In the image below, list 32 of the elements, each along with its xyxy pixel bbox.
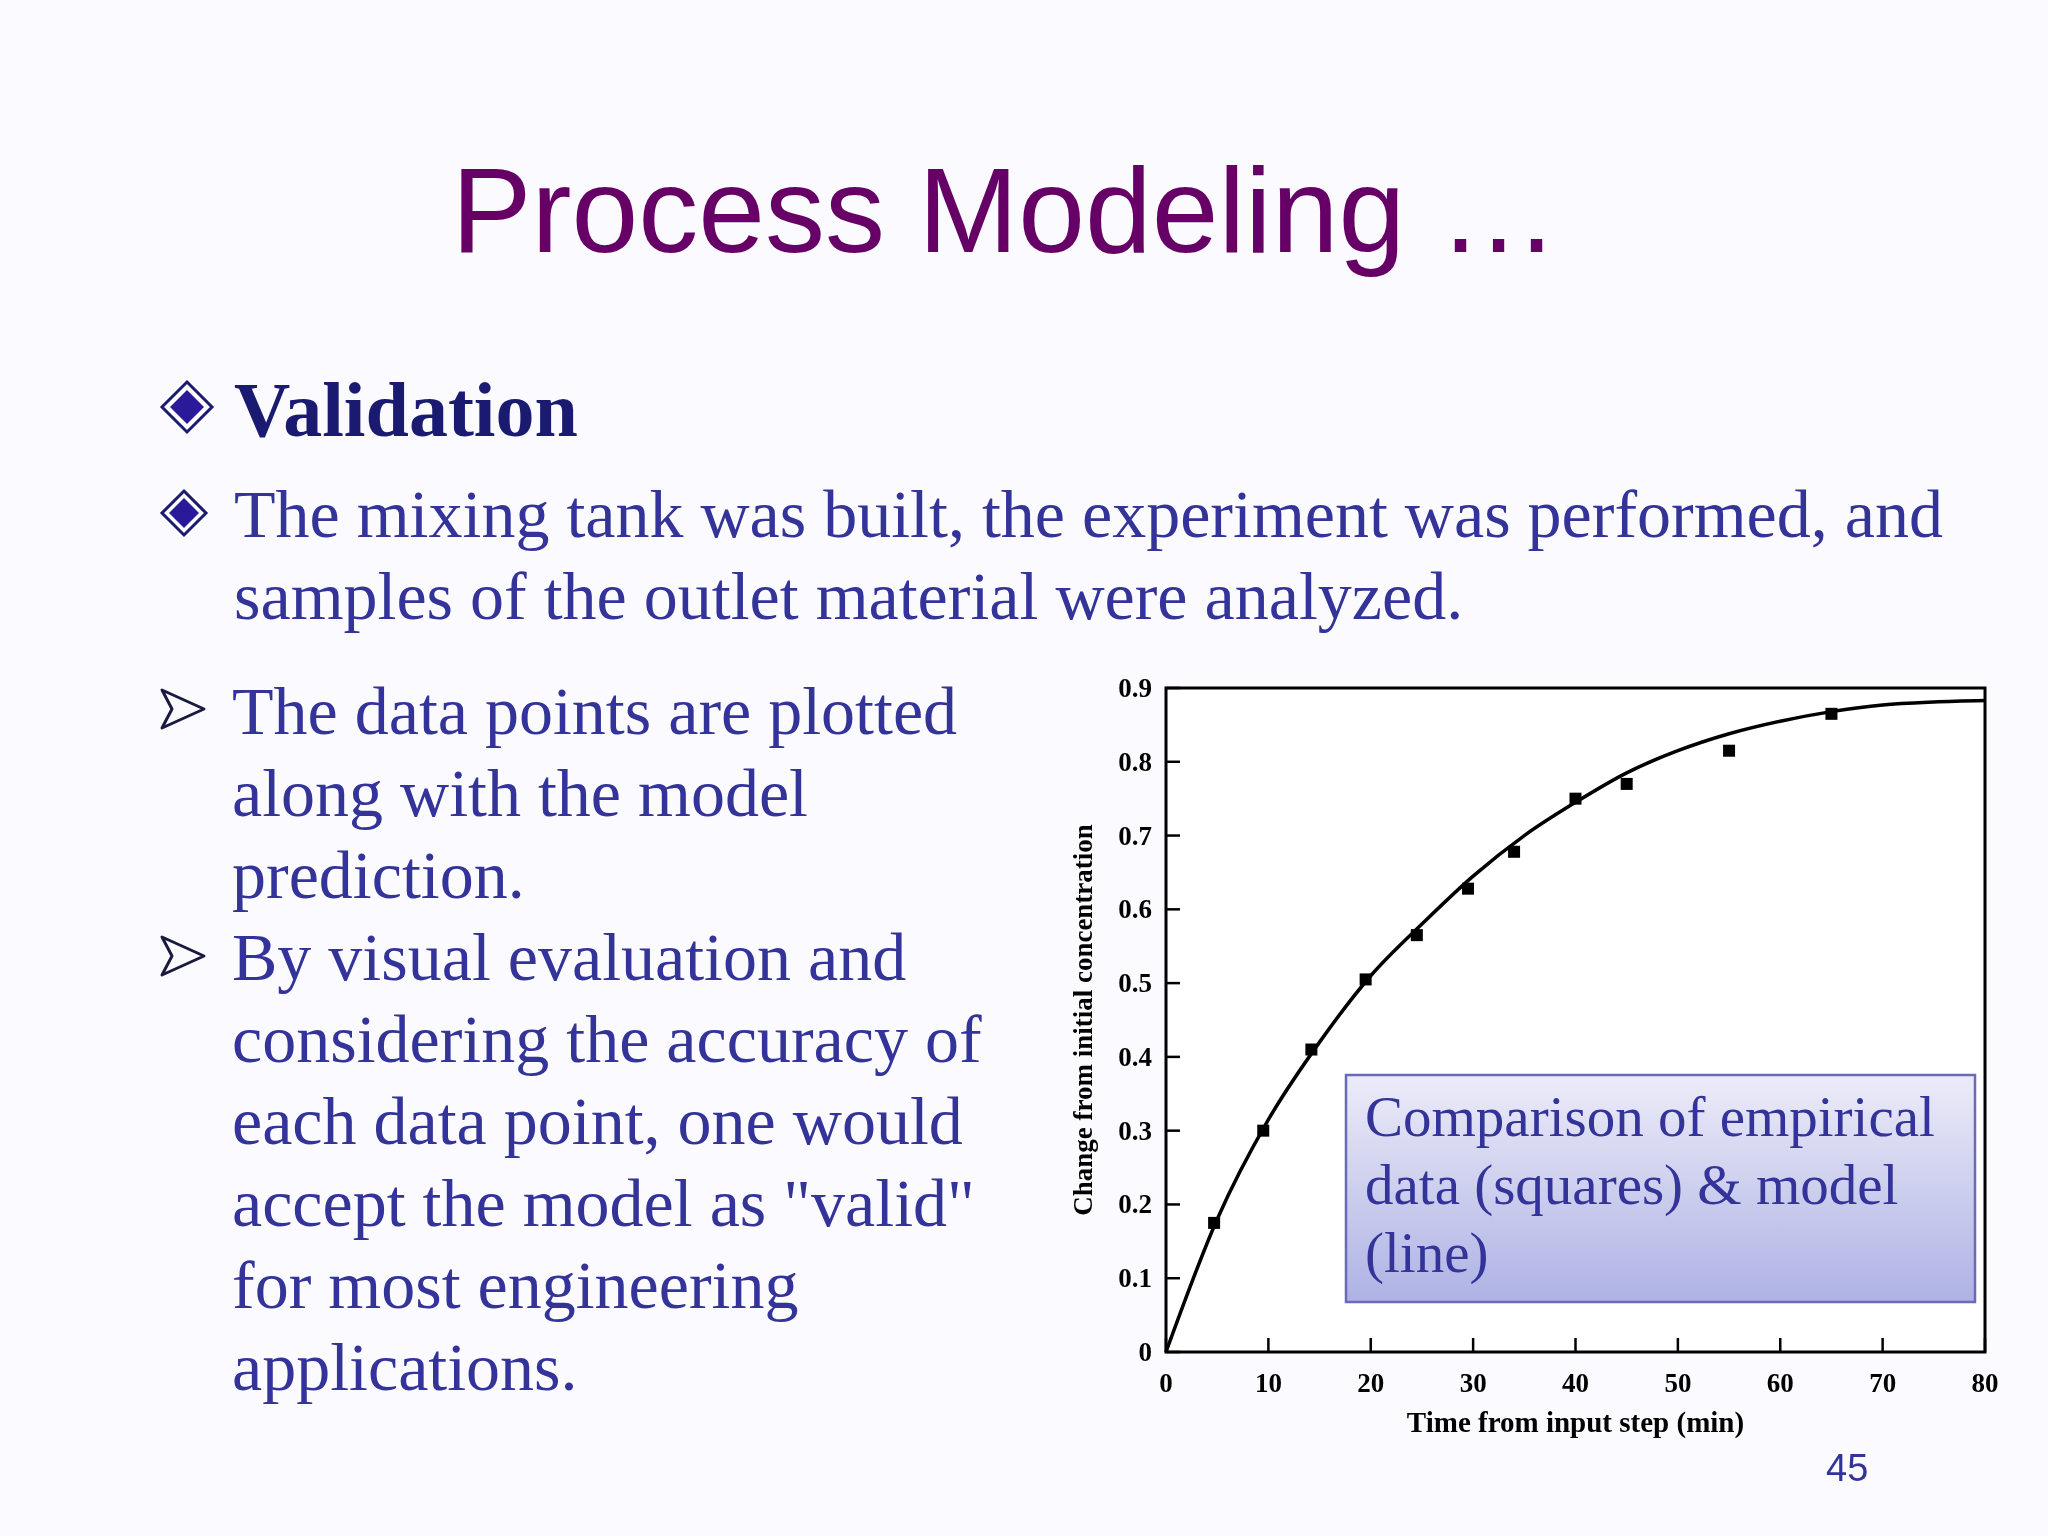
text: The data points are plotted along with the model prediction. xyxy=(232,672,959,915)
y-tick-label: 0.2 xyxy=(1118,1189,1152,1220)
x-tick-label: 80 xyxy=(1971,1368,1999,1398)
point xyxy=(1462,882,1475,895)
x-tick-label: 40 xyxy=(1562,1368,1589,1398)
y-tick-label: 0.8 xyxy=(1118,746,1152,777)
text: The mixing tank was built, the experiment was performed, and samples of the outlet material were analyzed. xyxy=(234,475,1944,636)
point xyxy=(1508,845,1521,858)
text: 45 xyxy=(1826,1447,1869,1490)
x-tick-label: 60 xyxy=(1766,1368,1794,1398)
x-tick-label: 30 xyxy=(1459,1368,1487,1398)
y-tick-label: 0.1 xyxy=(1118,1263,1152,1294)
x-axis-title: Time from input step (min) xyxy=(1406,1406,1745,1439)
point xyxy=(1723,744,1736,757)
y-tick-label: 0.7 xyxy=(1118,820,1152,851)
y-tick-label: 0.3 xyxy=(1118,1115,1152,1146)
y-tick-label: 0.6 xyxy=(1118,894,1152,925)
x-tick-label: 0 xyxy=(1159,1368,1173,1398)
y-tick-label: 0.4 xyxy=(1118,1041,1152,1072)
y-tick-label: 0 xyxy=(1138,1337,1152,1367)
point xyxy=(1620,777,1633,790)
text: Validation xyxy=(234,365,578,455)
chart-title: Process Modeling … xyxy=(450,142,1560,279)
text: By visual evaluation and considering the accuracy of each data point, one would accept the model as "valid" for most engineering applications. xyxy=(232,918,983,1407)
annotation: Comparison of empirical data (squares) & model (line) xyxy=(1365,1084,1936,1286)
x-tick-label: 10 xyxy=(1254,1368,1282,1398)
y-tick-label: 0.5 xyxy=(1118,968,1152,999)
y-axis-title: Change from initial concentration xyxy=(1068,824,1098,1216)
x-tick-label: 50 xyxy=(1664,1368,1692,1398)
x-tick-label: 70 xyxy=(1869,1368,1897,1398)
x-tick-label: 20 xyxy=(1357,1368,1385,1398)
y-tick-label: 0.9 xyxy=(1118,673,1152,703)
